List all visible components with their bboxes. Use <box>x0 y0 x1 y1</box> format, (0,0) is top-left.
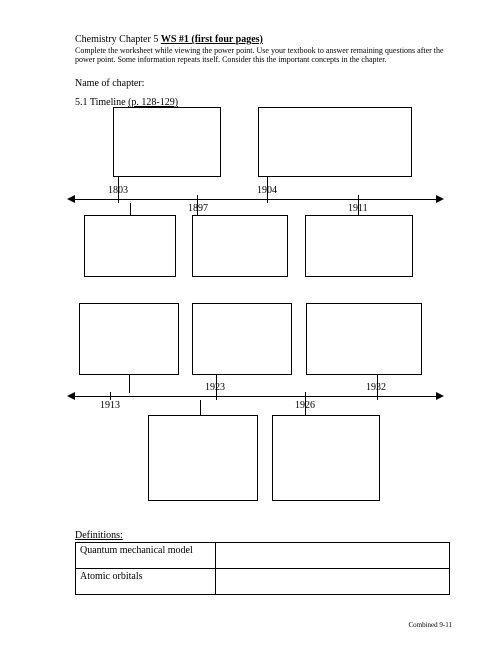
definition-term: Quantum mechanical model <box>76 543 216 569</box>
timeline-box <box>305 215 413 277</box>
instructions: Complete the worksheet while viewing the… <box>75 46 455 64</box>
timeline-tick <box>118 195 119 203</box>
timeline-tick <box>216 392 217 400</box>
timeline-connector <box>358 203 359 215</box>
timeline-2-arrow-left <box>67 392 75 400</box>
definitions-table: Quantum mechanical modelAtomic orbitals <box>75 542 450 595</box>
definition-term: Atomic orbitals <box>76 569 216 595</box>
timeline-tick <box>197 195 198 203</box>
timeline-year: 1913 <box>100 400 120 411</box>
timeline-connector <box>197 203 198 215</box>
timeline-box <box>258 107 412 177</box>
name-of-chapter-label: Name of chapter: <box>75 78 144 89</box>
definitions-label: Definitions: <box>75 530 123 541</box>
timeline-box <box>113 107 221 177</box>
definition-value <box>216 569 450 595</box>
timeline-1-line <box>75 199 436 200</box>
timeline-box <box>84 215 176 277</box>
timeline-2-arrow-right <box>436 392 444 400</box>
definition-value <box>216 543 450 569</box>
timeline-1-arrow-right <box>436 195 444 203</box>
timeline-year: 1923 <box>205 382 225 393</box>
ws-title: WS #1 (first four pages) <box>161 34 263 45</box>
timeline-box <box>192 215 288 277</box>
timeline-connector <box>267 177 268 196</box>
timeline-box <box>148 415 258 501</box>
timeline-tick <box>377 392 378 400</box>
timeline-connector <box>129 375 130 393</box>
timeline-1-arrow-left <box>67 195 75 203</box>
timeline-box <box>272 415 380 501</box>
timeline-connector <box>216 375 217 393</box>
worksheet-header: Chemistry Chapter 5 WS #1 (first four pa… <box>75 34 263 45</box>
timeline-connector <box>130 203 131 215</box>
table-row: Atomic orbitals <box>76 569 450 595</box>
timeline-tick <box>305 392 306 400</box>
timeline-connector <box>118 177 119 196</box>
timeline-box <box>306 303 422 375</box>
timeline-connector <box>305 400 306 415</box>
timeline-year: 1932 <box>366 382 386 393</box>
timeline-box <box>192 303 292 375</box>
timeline-connector <box>200 400 201 415</box>
course-chapter: Chemistry Chapter 5 <box>75 34 158 45</box>
table-row: Quantum mechanical model <box>76 543 450 569</box>
timeline-connector <box>377 375 378 393</box>
page-footer: Combined 9-11 <box>409 621 453 629</box>
timeline-tick <box>267 195 268 203</box>
timeline-tick <box>358 195 359 203</box>
timeline-box <box>79 303 179 375</box>
timeline-year: 1897 <box>188 203 208 214</box>
timeline-tick <box>110 392 111 400</box>
timeline-2-line <box>75 396 436 397</box>
